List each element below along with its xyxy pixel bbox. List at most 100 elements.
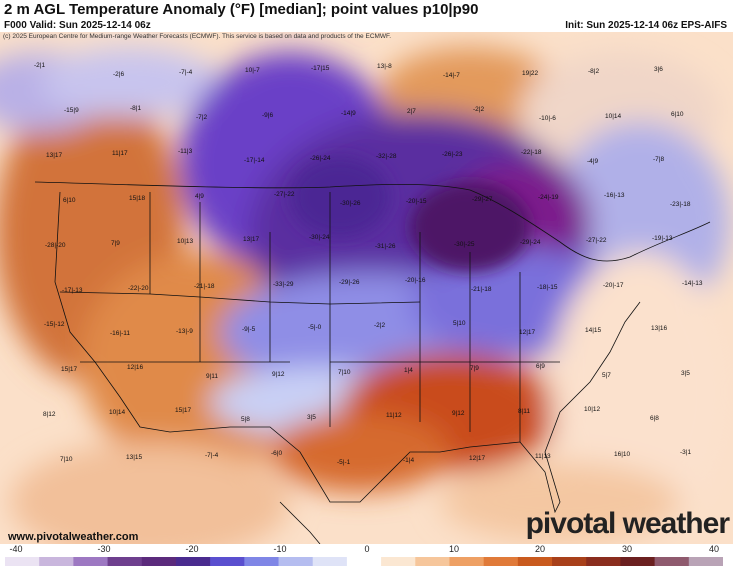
copyright-notice: (c) 2025 European Centre for Medium-rang… — [3, 33, 392, 40]
station-value: 6|10 — [63, 197, 76, 204]
station-value: 13|15 — [126, 454, 143, 461]
station-value: -4|9 — [587, 158, 598, 165]
station-value: 13|17 — [243, 236, 260, 243]
temperature-anomaly-map: -2|1 -2|6 -7|-4 10|-7 -17|15 13|-8 -14|-7 19|22… — [0, 32, 733, 544]
station-value: 9|12 — [452, 410, 465, 417]
station-value: 6|10 — [671, 111, 684, 118]
station-value: -15|-12 — [44, 321, 65, 328]
station-value: -22|-18 — [521, 149, 542, 156]
station-value: 14|15 — [585, 327, 602, 334]
station-value: 4|9 — [195, 193, 204, 200]
station-value: -14|9 — [341, 110, 356, 117]
station-value: -17|15 — [311, 65, 330, 72]
station-value: -29|-26 — [339, 279, 360, 286]
station-value: -28|-20 — [45, 242, 66, 249]
colorbar-segment — [552, 557, 587, 566]
station-value: -31|-26 — [375, 243, 396, 250]
station-value: 19|22 — [522, 70, 539, 77]
station-value: -29|-27 — [472, 196, 493, 203]
station-value: -9|-5 — [242, 326, 256, 333]
station-value: 15|17 — [175, 407, 192, 414]
station-value: 7|10 — [60, 456, 73, 463]
colorbar-tick: 20 — [534, 544, 546, 554]
station-value: 16|10 — [614, 451, 631, 458]
station-value: -1|4 — [403, 457, 414, 464]
station-value: 13|17 — [46, 152, 63, 159]
colorbar-segment — [415, 557, 450, 566]
colorbar-segment — [312, 557, 348, 566]
station-value: -16|-11 — [110, 330, 130, 337]
station-value: 12|17 — [469, 455, 486, 462]
colorbar-segment — [278, 557, 314, 566]
station-value: -27|-22 — [274, 191, 295, 198]
init-time: Init: Sun 2025-12-14 06z EPS-AIFS — [565, 20, 727, 31]
station-value: 8|11 — [518, 408, 530, 415]
station-value: -6|0 — [271, 450, 282, 457]
station-value: -2|2 — [473, 106, 484, 113]
station-value: -22|-20 — [128, 285, 149, 292]
station-value: 7|9 — [111, 240, 120, 247]
brand-logo: pivotal weather — [525, 507, 730, 540]
station-value: -23|-18 — [670, 201, 691, 208]
colorbar-segment — [346, 557, 382, 566]
colorbar-segment — [449, 557, 485, 566]
colorbar-tick: 30 — [621, 544, 633, 554]
station-value: 3|5 — [681, 370, 690, 377]
station-value: 10|13 — [177, 238, 194, 245]
station-value: -30|-24 — [309, 234, 330, 241]
colorbar-segment — [73, 557, 109, 566]
colorbar-tick: -40 — [9, 544, 23, 554]
station-value: 10|-7 — [245, 67, 260, 74]
colorbar-segment — [586, 557, 621, 566]
station-value: 5|10 — [453, 320, 466, 327]
station-value: -16|-13 — [604, 192, 625, 199]
station-value: -26|-24 — [310, 155, 331, 162]
station-value: -29|-24 — [520, 239, 541, 246]
station-value: 9|12 — [272, 371, 285, 378]
station-value: 5|7 — [602, 372, 611, 379]
valid-time: F000 Valid: Sun 2025-12-14 06z — [4, 20, 151, 31]
station-value: -2|6 — [113, 71, 124, 78]
station-value: -26|-23 — [442, 151, 463, 158]
station-value: 3|6 — [654, 66, 663, 73]
colorbar-segment — [107, 557, 143, 566]
station-value: -20|-17 — [603, 282, 624, 289]
station-value: -10|-6 — [539, 115, 556, 122]
station-value: -2|2 — [374, 322, 385, 329]
station-value: -30|-25 — [454, 241, 475, 248]
station-value: 13|16 — [651, 325, 668, 332]
station-value: -7|-4 — [179, 69, 193, 76]
colorbar-tick: -20 — [185, 544, 199, 554]
subheader: F000 Valid: Sun 2025-12-14 06z Init: Sun… — [0, 20, 733, 32]
station-value: 15|18 — [129, 195, 146, 202]
station-value: -8|2 — [588, 68, 599, 75]
station-value: -18|-15 — [537, 284, 558, 291]
colorbar-segment — [39, 557, 74, 566]
station-value: 10|14 — [109, 409, 126, 416]
station-value: 7|9 — [470, 365, 479, 372]
station-value: -3|1 — [680, 449, 691, 456]
colorbar-segment — [517, 557, 553, 566]
colorbar-segment — [654, 557, 690, 566]
colorbar-tick: -10 — [273, 544, 287, 554]
station-value: -21|-18 — [194, 283, 215, 290]
station-value: 1|4 — [404, 367, 413, 374]
map-title: 2 m AGL Temperature Anomaly (°F) [median… — [0, 0, 733, 20]
station-value: -5|-0 — [308, 324, 322, 331]
station-value: 3|5 — [307, 414, 316, 421]
station-value: 11|12 — [386, 412, 402, 419]
political-borders — [34, 181, 711, 544]
station-value: -15|9 — [64, 107, 79, 114]
station-value: -7|2 — [196, 114, 207, 121]
website-link[interactable]: www.pivotalweather.com — [8, 531, 139, 543]
station-value: -17|-13 — [62, 287, 83, 294]
station-value: -7|8 — [653, 156, 664, 163]
colorbar-tick: 40 — [708, 544, 720, 554]
station-value: -19|-13 — [652, 235, 673, 242]
station-value: -7|-4 — [205, 452, 219, 459]
colorbar-segment — [688, 557, 723, 566]
anomaly-field — [0, 47, 730, 544]
station-value: -13|-9 — [176, 328, 193, 335]
station-value: 13|-8 — [377, 63, 392, 70]
